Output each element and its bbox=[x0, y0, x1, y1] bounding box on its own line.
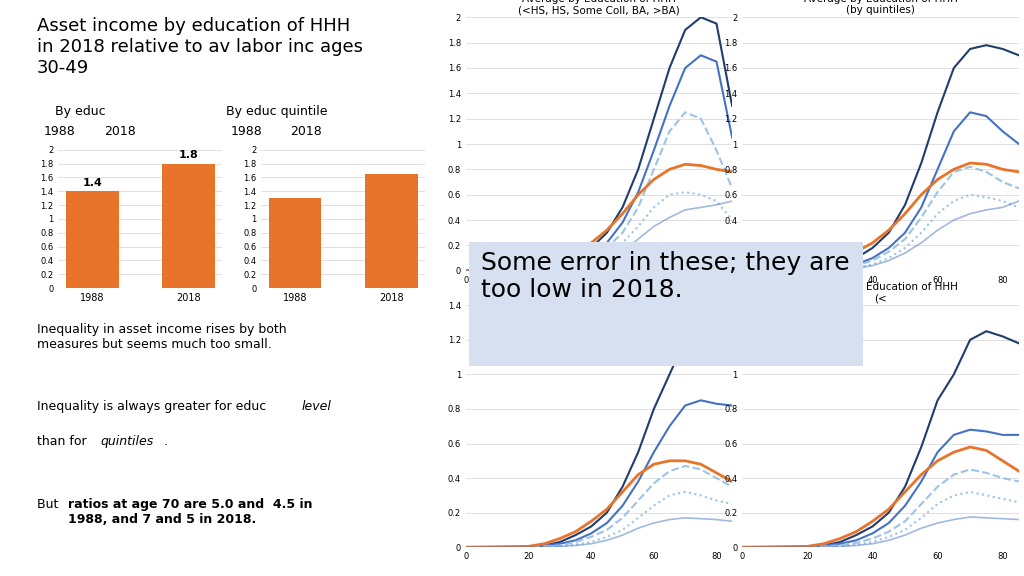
Text: Some error in these; they are
too low in 2018.: Some error in these; they are too low in… bbox=[481, 251, 850, 302]
Text: quintiles: quintiles bbox=[100, 435, 154, 448]
Text: Inequality is always greater for educ: Inequality is always greater for educ bbox=[37, 400, 270, 414]
Title: Average by Education of HHH
(<HS, HS, Some Coll, BA, >BA): Average by Education of HHH (<HS, HS, So… bbox=[518, 0, 680, 15]
Text: level: level bbox=[302, 400, 332, 414]
Text: .: . bbox=[164, 435, 168, 448]
Title: Average by Education of HHH
(<: Average by Education of HHH (< bbox=[522, 282, 676, 303]
Text: By educ: By educ bbox=[55, 105, 105, 118]
Text: 1988: 1988 bbox=[230, 125, 262, 138]
Text: Asset income by education of HHH
in 2018 relative to av labor inc ages
30-49: Asset income by education of HHH in 2018… bbox=[37, 17, 362, 77]
Text: 1.4: 1.4 bbox=[82, 178, 102, 188]
Bar bbox=[66, 191, 119, 288]
Text: But: But bbox=[37, 498, 62, 511]
Text: ratios at age 70 are 5.0 and  4.5 in
1988, and 7 and 5 in 2018.: ratios at age 70 are 5.0 and 4.5 in 1988… bbox=[69, 498, 312, 526]
Text: 1.8: 1.8 bbox=[178, 150, 199, 160]
Bar bbox=[162, 164, 215, 288]
Text: By educ quintile: By educ quintile bbox=[225, 105, 328, 118]
Text: Inequality in asset income rises by both
measures but seems much too small.: Inequality in asset income rises by both… bbox=[37, 323, 287, 351]
Text: 2018: 2018 bbox=[103, 125, 136, 138]
Title: Average by Education of HHH
(<: Average by Education of HHH (< bbox=[804, 282, 957, 303]
Text: 2018: 2018 bbox=[291, 125, 323, 138]
Text: than for: than for bbox=[37, 435, 90, 448]
Bar bbox=[268, 198, 322, 288]
Bar bbox=[365, 174, 418, 288]
Title: Average by Education of HHH
(by quintiles): Average by Education of HHH (by quintile… bbox=[804, 0, 957, 15]
Text: 1988: 1988 bbox=[44, 125, 76, 138]
